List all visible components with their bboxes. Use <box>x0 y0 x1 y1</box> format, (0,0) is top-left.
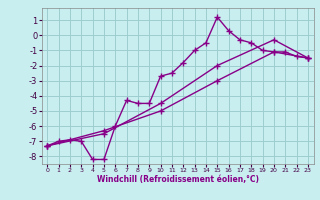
X-axis label: Windchill (Refroidissement éolien,°C): Windchill (Refroidissement éolien,°C) <box>97 175 259 184</box>
